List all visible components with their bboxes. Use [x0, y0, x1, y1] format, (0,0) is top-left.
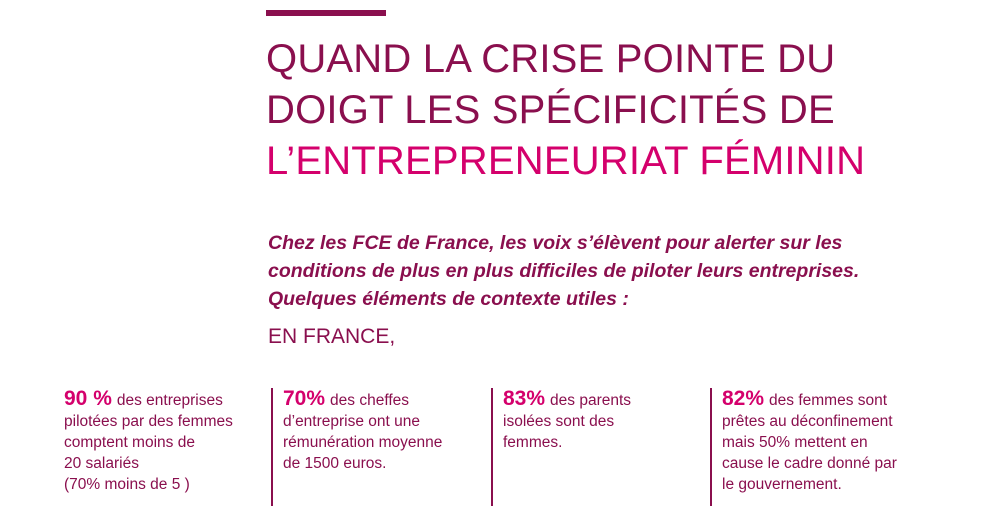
intro-line-1: Chez les FCE de France, les voix s’élève…	[268, 232, 843, 254]
stat-block-1: 90 % des entreprises pilotées par des fem…	[64, 388, 264, 513]
section-label: EN FRANCE,	[268, 325, 396, 348]
title-line-3: L’ENTREPRENEURIAT FÉMININ	[266, 139, 866, 183]
title-line-1: QUAND LA CRISE POINTE DU	[266, 37, 836, 81]
stat-2-value: 70%	[283, 387, 326, 410]
stat-1-text-4: 20 salariés	[64, 455, 139, 472]
stat-3-text-3: femmes.	[503, 434, 563, 451]
stat-divider	[710, 388, 712, 506]
stat-2-text-3: rémunération moyenne	[283, 434, 443, 451]
stat-2-text-2: d’entreprise ont une	[283, 413, 421, 430]
stat-1-value: 90 %	[64, 387, 112, 410]
intro-line-2: conditions de plus en plus difficiles de…	[268, 260, 860, 282]
title-line-2: DOIGT LES SPÉCIFICITÉS DE	[266, 88, 835, 132]
stat-4-text-4: cause le cadre donné par	[722, 455, 897, 472]
stat-2-text-4: de 1500 euros.	[283, 455, 387, 472]
stat-2-line-1: 70% des cheffes	[283, 388, 478, 411]
intro-line-3: Quelques éléments de contexte utiles :	[268, 288, 629, 310]
stat-4-text-1: des femmes sont	[769, 392, 888, 409]
stat-1-text-2: pilotées par des femmes	[64, 413, 233, 430]
stat-3-text-2: isolées sont des	[503, 413, 615, 430]
stat-3-text-1: des parents	[550, 392, 632, 409]
page-title: QUAND LA CRISE POINTE DU DOIGT LES SPÉCI…	[266, 34, 986, 187]
stat-4-text-5: le gouvernement.	[722, 476, 842, 493]
stat-1-text-5: (70% moins de 5 )	[64, 476, 190, 493]
stat-1-text-3: comptent moins de	[64, 434, 195, 451]
title-accent-rule	[266, 10, 386, 16]
intro-paragraph: Chez les FCE de France, les voix s’élève…	[268, 229, 988, 313]
stats-row: 90 % des entreprises pilotées par des fem…	[0, 388, 1003, 520]
stat-2-text-1: des cheffes	[330, 392, 410, 409]
stat-1-line-1: 90 % des entreprises	[64, 388, 264, 411]
stat-3-value: 83%	[503, 387, 546, 410]
stat-divider	[491, 388, 493, 506]
stat-4-value: 82%	[722, 387, 765, 410]
stat-divider	[271, 388, 273, 506]
stat-4-text-3: mais 50% mettent en	[722, 434, 868, 451]
stat-1-text-1: des entreprises	[116, 392, 223, 409]
stat-3-line-1: 83% des parents	[503, 388, 693, 411]
stat-block-2: 70% des cheffes d’entreprise ont une rému…	[271, 388, 478, 513]
stat-4-text-2: prêtes au déconfinement	[722, 413, 893, 430]
stat-block-3: 83% des parents isolées sont des femmes.	[491, 388, 693, 513]
stat-4-line-1: 82% des femmes sont	[722, 388, 962, 411]
stat-block-4: 82% des femmes sont prêtes au déconfineme…	[710, 388, 962, 513]
